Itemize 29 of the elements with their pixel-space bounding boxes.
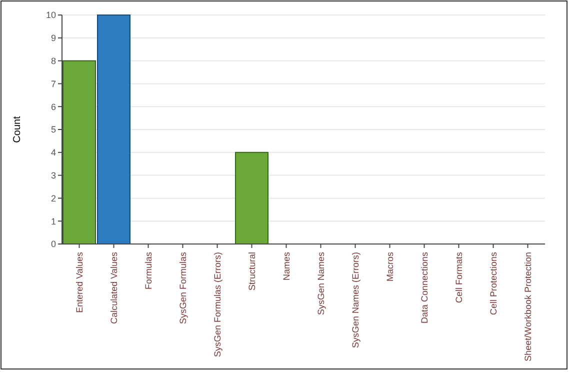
x-tick-label: Names	[281, 252, 292, 281]
x-tick-label: Formulas	[143, 252, 154, 290]
x-tick-label: SysGen Formulas	[178, 252, 188, 324]
y-tick-label: 6	[50, 102, 56, 112]
y-tick-label: 1	[50, 216, 56, 226]
x-tick-label: SysGen Names	[316, 252, 326, 316]
x-tick-label: Cell Formats	[454, 252, 464, 304]
x-tick-label: Macros	[384, 252, 395, 282]
x-tick-label: Structural	[246, 252, 257, 291]
y-tick-label: 3	[50, 170, 56, 180]
y-tick-label: 4	[50, 148, 56, 158]
y-tick-label: 9	[50, 33, 56, 44]
y-axis-title: Count	[12, 116, 23, 143]
x-tick-label: Sheet/Workbook Protection	[522, 252, 533, 362]
x-tick-label: SysGen Formulas (Errors)	[212, 252, 222, 358]
y-tick-label: 0	[50, 239, 56, 250]
x-tick-label: Entered Values	[74, 252, 84, 313]
x-tick-label: Data Connections	[419, 252, 430, 324]
x-tick-label: Calculated Values	[108, 252, 119, 324]
y-tick-label: 8	[50, 56, 56, 66]
x-tick-label: SysGen Names (Errors)	[350, 252, 360, 348]
bar	[97, 14, 130, 244]
bar	[235, 152, 268, 244]
y-tick-label: 7	[50, 78, 56, 89]
y-tick-label: 2	[50, 193, 56, 204]
bar	[62, 60, 96, 244]
y-tick-label: 10	[46, 10, 56, 20]
y-tick-label: 5	[50, 124, 56, 135]
x-tick-label: Cell Protections	[488, 252, 498, 316]
